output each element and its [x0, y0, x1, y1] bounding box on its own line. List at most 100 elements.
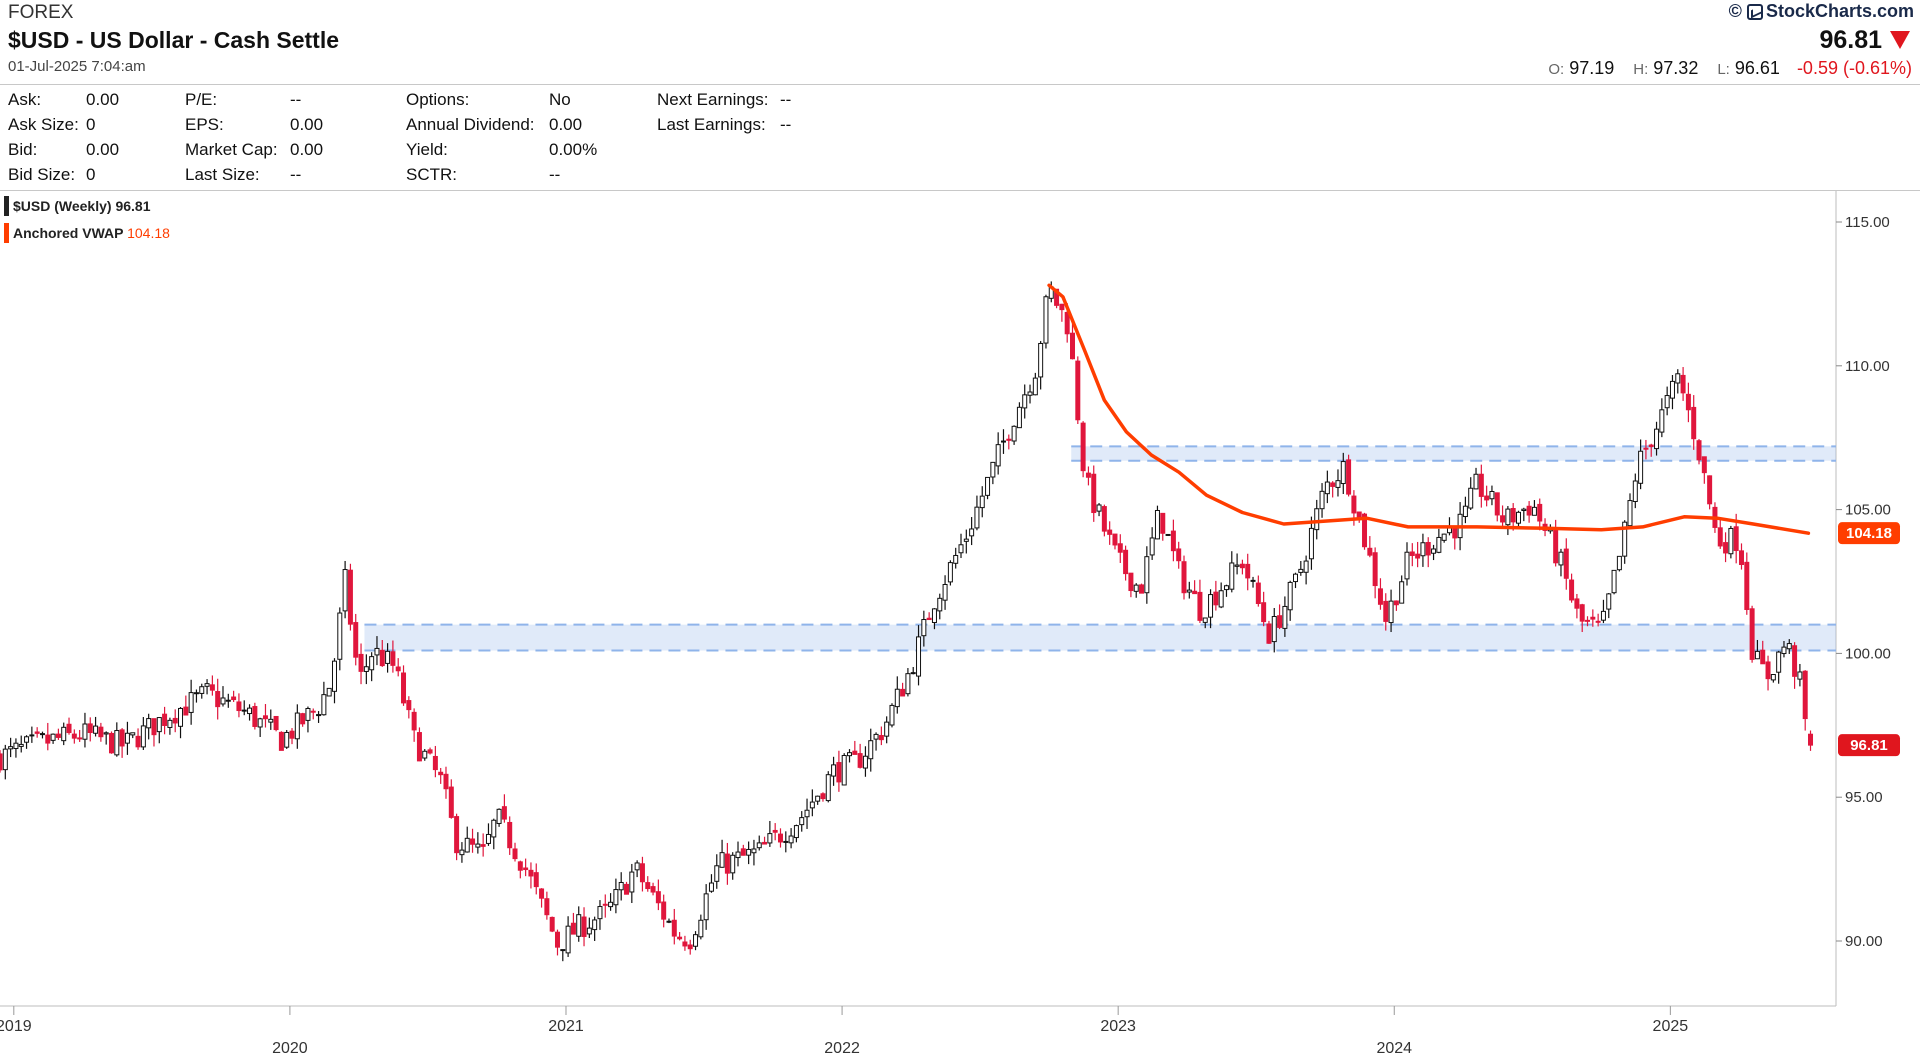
candle-body [316, 714, 322, 717]
candle-body [666, 920, 672, 923]
candle-body [13, 742, 19, 750]
candle-body [714, 865, 720, 882]
zone-band [364, 624, 1836, 651]
quote-value: 0 [86, 115, 96, 134]
candle-body [873, 733, 879, 740]
candle-body [87, 723, 93, 734]
candle-body [974, 506, 980, 529]
candle-body [1346, 459, 1352, 495]
quote-value: 0.00 [549, 115, 583, 134]
candle-body [61, 726, 67, 742]
candle-body [1489, 490, 1495, 500]
candle-body [1680, 374, 1686, 394]
quote-divider [0, 190, 1920, 191]
candle-body [1351, 495, 1357, 514]
candle-body [1776, 651, 1782, 673]
candle-body [119, 729, 125, 747]
candle-body [363, 666, 369, 672]
candle-body [135, 735, 141, 748]
candle-body [379, 649, 385, 667]
candle-body [167, 719, 173, 728]
candle-body [496, 808, 502, 824]
candle-body [1675, 373, 1681, 384]
quote-value: 0.00 [290, 140, 324, 159]
candle-body [1500, 515, 1506, 523]
candle-body [1192, 590, 1198, 595]
high-label: H: [1633, 61, 1649, 78]
brand-name: StockCharts.com [1765, 1, 1914, 21]
candle-body [34, 731, 40, 734]
candle-body [841, 755, 847, 786]
copyright-mark: © [1728, 1, 1742, 21]
candle-body [624, 883, 630, 895]
candle-body [1494, 492, 1500, 516]
candle-body [18, 743, 24, 747]
candle-body [1176, 548, 1182, 562]
candle-body [24, 736, 30, 743]
down-arrow-icon [1890, 31, 1910, 49]
candle-body [862, 755, 868, 769]
candle-body [544, 898, 550, 916]
candle-body [432, 755, 438, 771]
x-tick-label: 2023 [1100, 1018, 1136, 1035]
candle-body [512, 848, 518, 860]
candle-body [1558, 551, 1564, 566]
candle-body [1738, 550, 1744, 565]
quote-value: 0 [86, 165, 96, 184]
candle-body [1648, 444, 1654, 447]
candle-body [1059, 303, 1065, 311]
candle-body [926, 617, 932, 621]
price-badge-label: 96.81 [1850, 737, 1888, 754]
candle-body [1399, 581, 1405, 604]
candle-body [1510, 507, 1516, 523]
candle-body [1319, 490, 1325, 510]
candle-body [1197, 591, 1203, 621]
candle-body [884, 721, 890, 737]
candle-body [1000, 440, 1006, 443]
candle-body [1096, 504, 1102, 512]
candle-body [422, 750, 428, 759]
quote-label: Annual Dividend: [406, 115, 535, 134]
candle-body [1569, 579, 1575, 601]
candle-body [708, 882, 714, 892]
candle-body [1717, 527, 1723, 547]
candle-body [693, 934, 699, 947]
candle-body [650, 886, 656, 893]
candle-body [353, 622, 359, 658]
candle-body [257, 718, 263, 728]
candle-body [374, 647, 380, 656]
chart-logo-icon [1746, 4, 1763, 20]
candle-body [613, 889, 619, 906]
candle-body [554, 931, 560, 948]
candle-body [1383, 600, 1389, 622]
candle-body [406, 700, 412, 711]
ohlc-readout: O: 97.19 H: 97.32 L: 96.61 -0.59 (-0.61%… [1534, 58, 1912, 79]
candle-body [1377, 588, 1383, 605]
candle-body [836, 762, 842, 783]
candle-body [751, 848, 757, 854]
candle-body [1521, 508, 1527, 512]
candle-body [1537, 503, 1543, 522]
candle-body [1462, 505, 1468, 518]
candle-body [369, 656, 375, 671]
stockcharts-logo[interactable]: © StockCharts.com [1729, 1, 1914, 22]
candle-body [130, 732, 136, 736]
candle-body [1669, 380, 1675, 399]
candle-body [108, 732, 114, 754]
candle-body [900, 688, 906, 697]
candle-body [1606, 593, 1612, 610]
symbol-title: $USD - US Dollar - Cash Settle [8, 27, 340, 53]
price-chart[interactable]: 115.00 110.00 105.00 100.00 95.00 90.00 2019 20… [0, 191, 1920, 1063]
quote-label: P/E: [185, 90, 218, 109]
candle-body [905, 673, 911, 695]
candle-body [1441, 533, 1447, 541]
candle-body [1123, 549, 1129, 575]
candle-body [1590, 616, 1596, 620]
candle-body [1728, 527, 1734, 555]
candle-body [1250, 579, 1256, 582]
candle-body [783, 840, 789, 843]
candle-body [1255, 582, 1261, 605]
candle-body [1154, 509, 1160, 540]
candle-body [1133, 584, 1139, 592]
candle-body [1186, 589, 1192, 593]
